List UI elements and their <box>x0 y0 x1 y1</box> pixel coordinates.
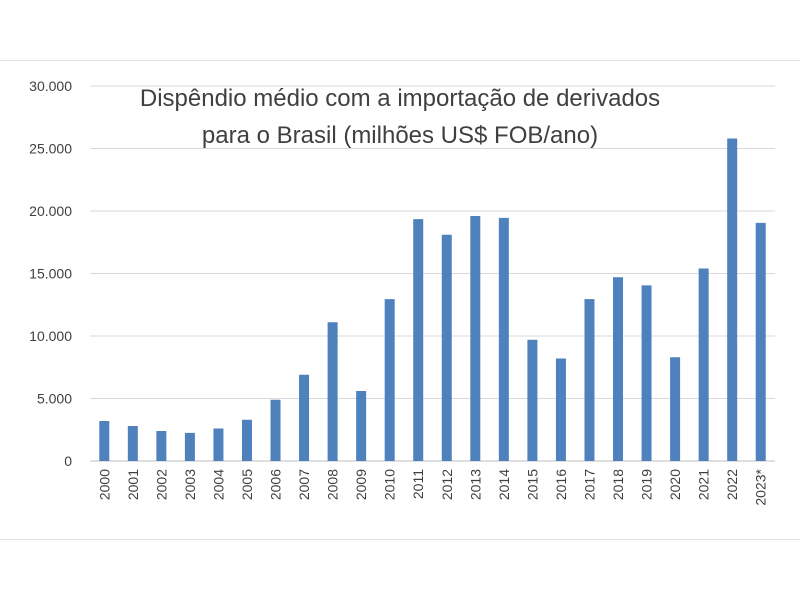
bars <box>99 138 766 461</box>
bar-2008 <box>327 322 338 461</box>
bar-2017 <box>584 299 595 461</box>
y-tick-label: 30.000 <box>29 78 72 94</box>
x-tick-label: 2003 <box>182 469 198 500</box>
x-tick-label: 2013 <box>467 469 483 500</box>
bar-2020 <box>670 357 681 461</box>
x-tick-label: 2022 <box>724 469 740 500</box>
x-tick-label: 2023* <box>753 468 769 505</box>
bar-chart: 0 5.000 10.000 15.000 20.000 25.000 30.000 200… <box>29 78 775 506</box>
y-tick-label: 10.000 <box>29 328 72 344</box>
chart-title-line-1: Dispêndio médio com a importação de deri… <box>140 85 660 112</box>
x-tick-label: 2009 <box>353 469 369 500</box>
bar-2000 <box>99 421 110 461</box>
y-tick-label: 20.000 <box>29 203 72 219</box>
bar-2003 <box>184 432 195 461</box>
x-tick-label: 2007 <box>296 469 312 500</box>
bar-2010 <box>384 299 395 461</box>
x-tick-label: 2000 <box>96 469 112 500</box>
bar-2022 <box>727 138 738 461</box>
x-tick-label: 2017 <box>581 469 597 500</box>
bar-2018 <box>613 277 624 461</box>
bar-2016 <box>555 358 566 461</box>
x-tick-label: 2021 <box>696 469 712 500</box>
bar-2015 <box>527 339 538 461</box>
y-tick-label: 0 <box>64 453 72 469</box>
x-tick-label: 2015 <box>524 469 540 500</box>
x-tick-label: 2011 <box>410 469 426 499</box>
y-tick-label: 25.000 <box>29 141 72 157</box>
bar-2006 <box>270 399 281 461</box>
x-axis-ticks: 2000 2001 2002 2003 2004 2005 2006 2007 2008 2009… <box>96 468 768 505</box>
y-tick-label: 5.000 <box>37 391 72 407</box>
x-tick-label: 2018 <box>610 469 626 500</box>
x-tick-label: 2001 <box>125 469 141 500</box>
bar-2007 <box>299 374 310 461</box>
y-axis-ticks: 0 5.000 10.000 15.000 20.000 25.000 30.000 <box>29 78 72 469</box>
bar-2005 <box>241 419 252 461</box>
bar-2014 <box>498 217 509 461</box>
bar-2004 <box>213 428 224 461</box>
x-tick-label: 2012 <box>439 469 455 500</box>
bar-2013 <box>470 216 481 461</box>
x-tick-label: 2002 <box>153 469 169 500</box>
x-tick-label: 2016 <box>553 469 569 500</box>
x-tick-label: 2005 <box>239 469 255 500</box>
chart-title-line-2: para o Brasil (milhões US$ FOB/ano) <box>202 122 598 149</box>
bar-2011 <box>413 219 424 461</box>
bar-2009 <box>356 391 367 461</box>
x-tick-label: 2019 <box>639 469 655 500</box>
bar-2023star <box>755 222 766 461</box>
bar-2012 <box>441 234 452 461</box>
x-tick-label: 2014 <box>496 469 512 500</box>
y-tick-label: 15.000 <box>29 266 72 282</box>
gridlines <box>90 85 775 462</box>
x-tick-label: 2010 <box>382 469 398 500</box>
x-tick-label: 2004 <box>210 469 226 500</box>
bar-2021 <box>698 268 709 461</box>
x-tick-label: 2006 <box>268 469 284 500</box>
bar-2019 <box>641 285 652 461</box>
bar-2001 <box>127 426 138 461</box>
x-tick-label: 2008 <box>325 469 341 500</box>
x-tick-label: 2020 <box>667 469 683 500</box>
bar-2002 <box>156 431 167 461</box>
chart-frame: 0 5.000 10.000 15.000 20.000 25.000 30.000 200… <box>0 60 800 540</box>
